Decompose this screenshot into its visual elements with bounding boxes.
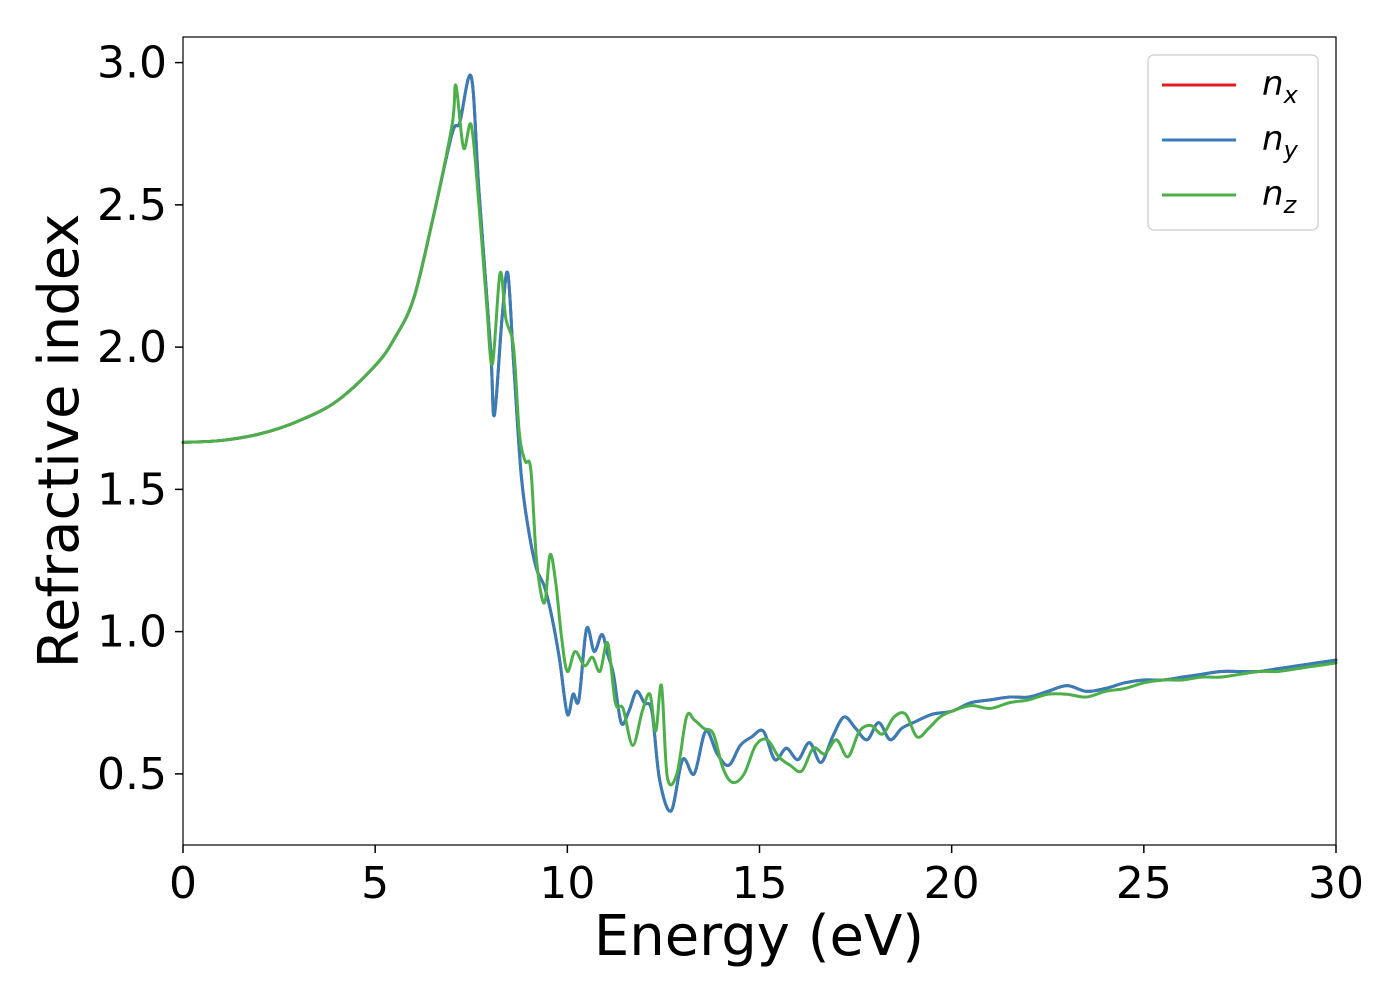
x-axis: 0 5 10 15 20 25 30: [169, 845, 1364, 909]
x-tick-label: 25: [1116, 858, 1172, 909]
legend-label-n-z: nz: [1262, 174, 1298, 219]
y-tick-label: 2.0: [97, 322, 167, 373]
y-tick-label: 1.5: [97, 464, 167, 515]
y-tick-label: 3.0: [97, 38, 167, 89]
x-tick-label: 30: [1308, 858, 1364, 909]
legend-label-n-x: nx: [1262, 64, 1299, 109]
x-tick-label: 15: [732, 858, 788, 909]
legend-label-n-y: ny: [1262, 119, 1299, 164]
series-layer: [181, 73, 1338, 813]
y-tick-label: 0.5: [97, 749, 167, 800]
y-axis: 0.5 1.0 1.5 2.0 2.5 3.0: [97, 38, 183, 800]
legend: nx ny nz: [1147, 54, 1319, 231]
series-line-n-z: [181, 83, 1338, 787]
x-axis-title: Energy (eV): [594, 904, 924, 969]
x-tick-label: 20: [924, 858, 980, 909]
legend-box: [1147, 54, 1319, 231]
x-tick-label: 5: [361, 858, 389, 909]
x-tick-label: 0: [169, 858, 197, 909]
y-tick-label: 1.0: [97, 607, 167, 658]
x-tick-label: 10: [539, 858, 595, 909]
y-axis-title: Refractive index: [27, 214, 92, 669]
y-tick-label: 2.5: [97, 180, 167, 231]
